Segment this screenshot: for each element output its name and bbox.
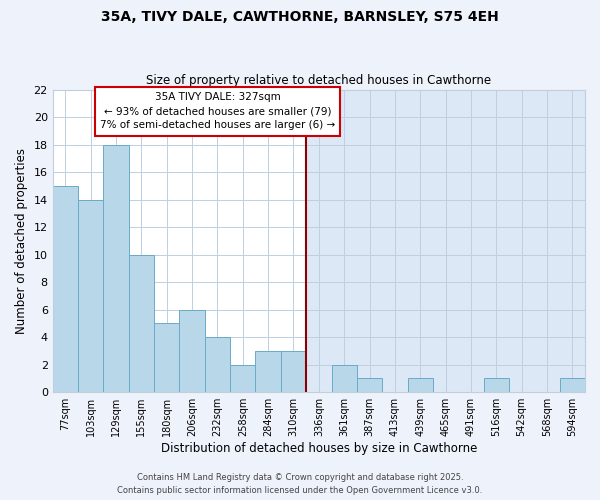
Bar	[332, 364, 357, 392]
X-axis label: Distribution of detached houses by size in Cawthorne: Distribution of detached houses by size …	[161, 442, 477, 455]
Text: Contains HM Land Registry data © Crown copyright and database right 2025.
Contai: Contains HM Land Registry data © Crown c…	[118, 474, 482, 495]
Bar	[306, 90, 585, 392]
Title: Size of property relative to detached houses in Cawthorne: Size of property relative to detached ho…	[146, 74, 491, 87]
Bar	[103, 144, 129, 392]
Bar	[129, 254, 154, 392]
Bar	[53, 186, 78, 392]
Bar	[357, 378, 382, 392]
Bar	[205, 337, 230, 392]
Bar	[281, 351, 306, 392]
Text: 35A, TIVY DALE, CAWTHORNE, BARNSLEY, S75 4EH: 35A, TIVY DALE, CAWTHORNE, BARNSLEY, S75…	[101, 10, 499, 24]
Bar	[407, 378, 433, 392]
Bar	[256, 351, 281, 392]
Bar	[154, 324, 179, 392]
Bar	[78, 200, 103, 392]
Bar	[179, 310, 205, 392]
Text: 35A TIVY DALE: 327sqm
← 93% of detached houses are smaller (79)
7% of semi-detac: 35A TIVY DALE: 327sqm ← 93% of detached …	[100, 92, 335, 130]
Y-axis label: Number of detached properties: Number of detached properties	[15, 148, 28, 334]
Bar	[53, 90, 306, 392]
Bar	[484, 378, 509, 392]
Bar	[560, 378, 585, 392]
Bar	[230, 364, 256, 392]
